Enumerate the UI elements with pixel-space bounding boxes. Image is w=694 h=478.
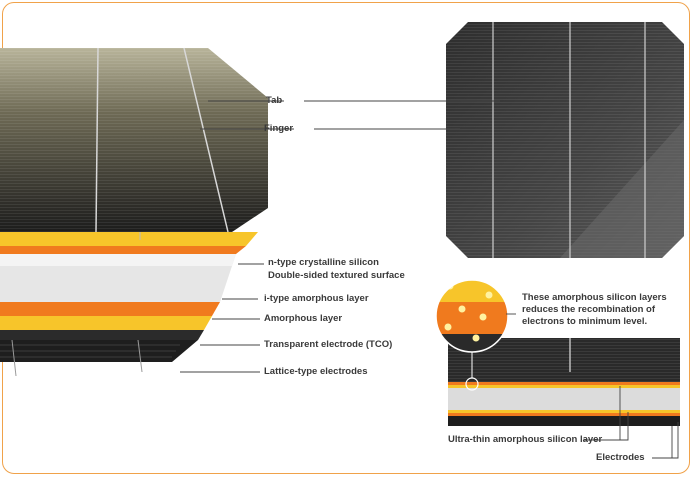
amorphous-label: Amorphous layer <box>264 313 343 324</box>
exploded-cell <box>0 47 268 377</box>
n-type-label-line2: Double-sided textured surface <box>268 270 405 281</box>
upper-amorphous-layer <box>0 232 258 246</box>
i-type-label: i-type amorphous layer <box>264 293 369 304</box>
tab-line-left <box>95 47 99 233</box>
tco-label: Transparent electrode (TCO) <box>264 339 393 350</box>
callout-text-line2: reduces the recombination of <box>522 304 656 315</box>
i-type-layer <box>0 302 220 316</box>
amorphous-layer <box>0 316 212 330</box>
lattice-label: Lattice-type electrodes <box>264 366 368 377</box>
leader-lines <box>180 100 679 459</box>
cell-top-view <box>446 22 684 258</box>
tco-layer <box>0 330 204 340</box>
tab-line-right <box>183 47 229 233</box>
electrodes-label: Electrodes <box>596 452 645 463</box>
cross-section <box>448 338 680 426</box>
callout-text-line1: These amorphous silicon layers <box>522 292 667 303</box>
n-type-label-line1: n-type crystalline silicon <box>268 257 379 268</box>
finger-label: Finger <box>264 123 294 134</box>
tab-label: Tab <box>266 95 283 106</box>
upper-i-type-layer <box>0 246 246 254</box>
ultra-thin-label: Ultra-thin amorphous silicon layer <box>448 434 603 445</box>
callout-text-line3: electrons to minimum level. <box>522 316 648 327</box>
